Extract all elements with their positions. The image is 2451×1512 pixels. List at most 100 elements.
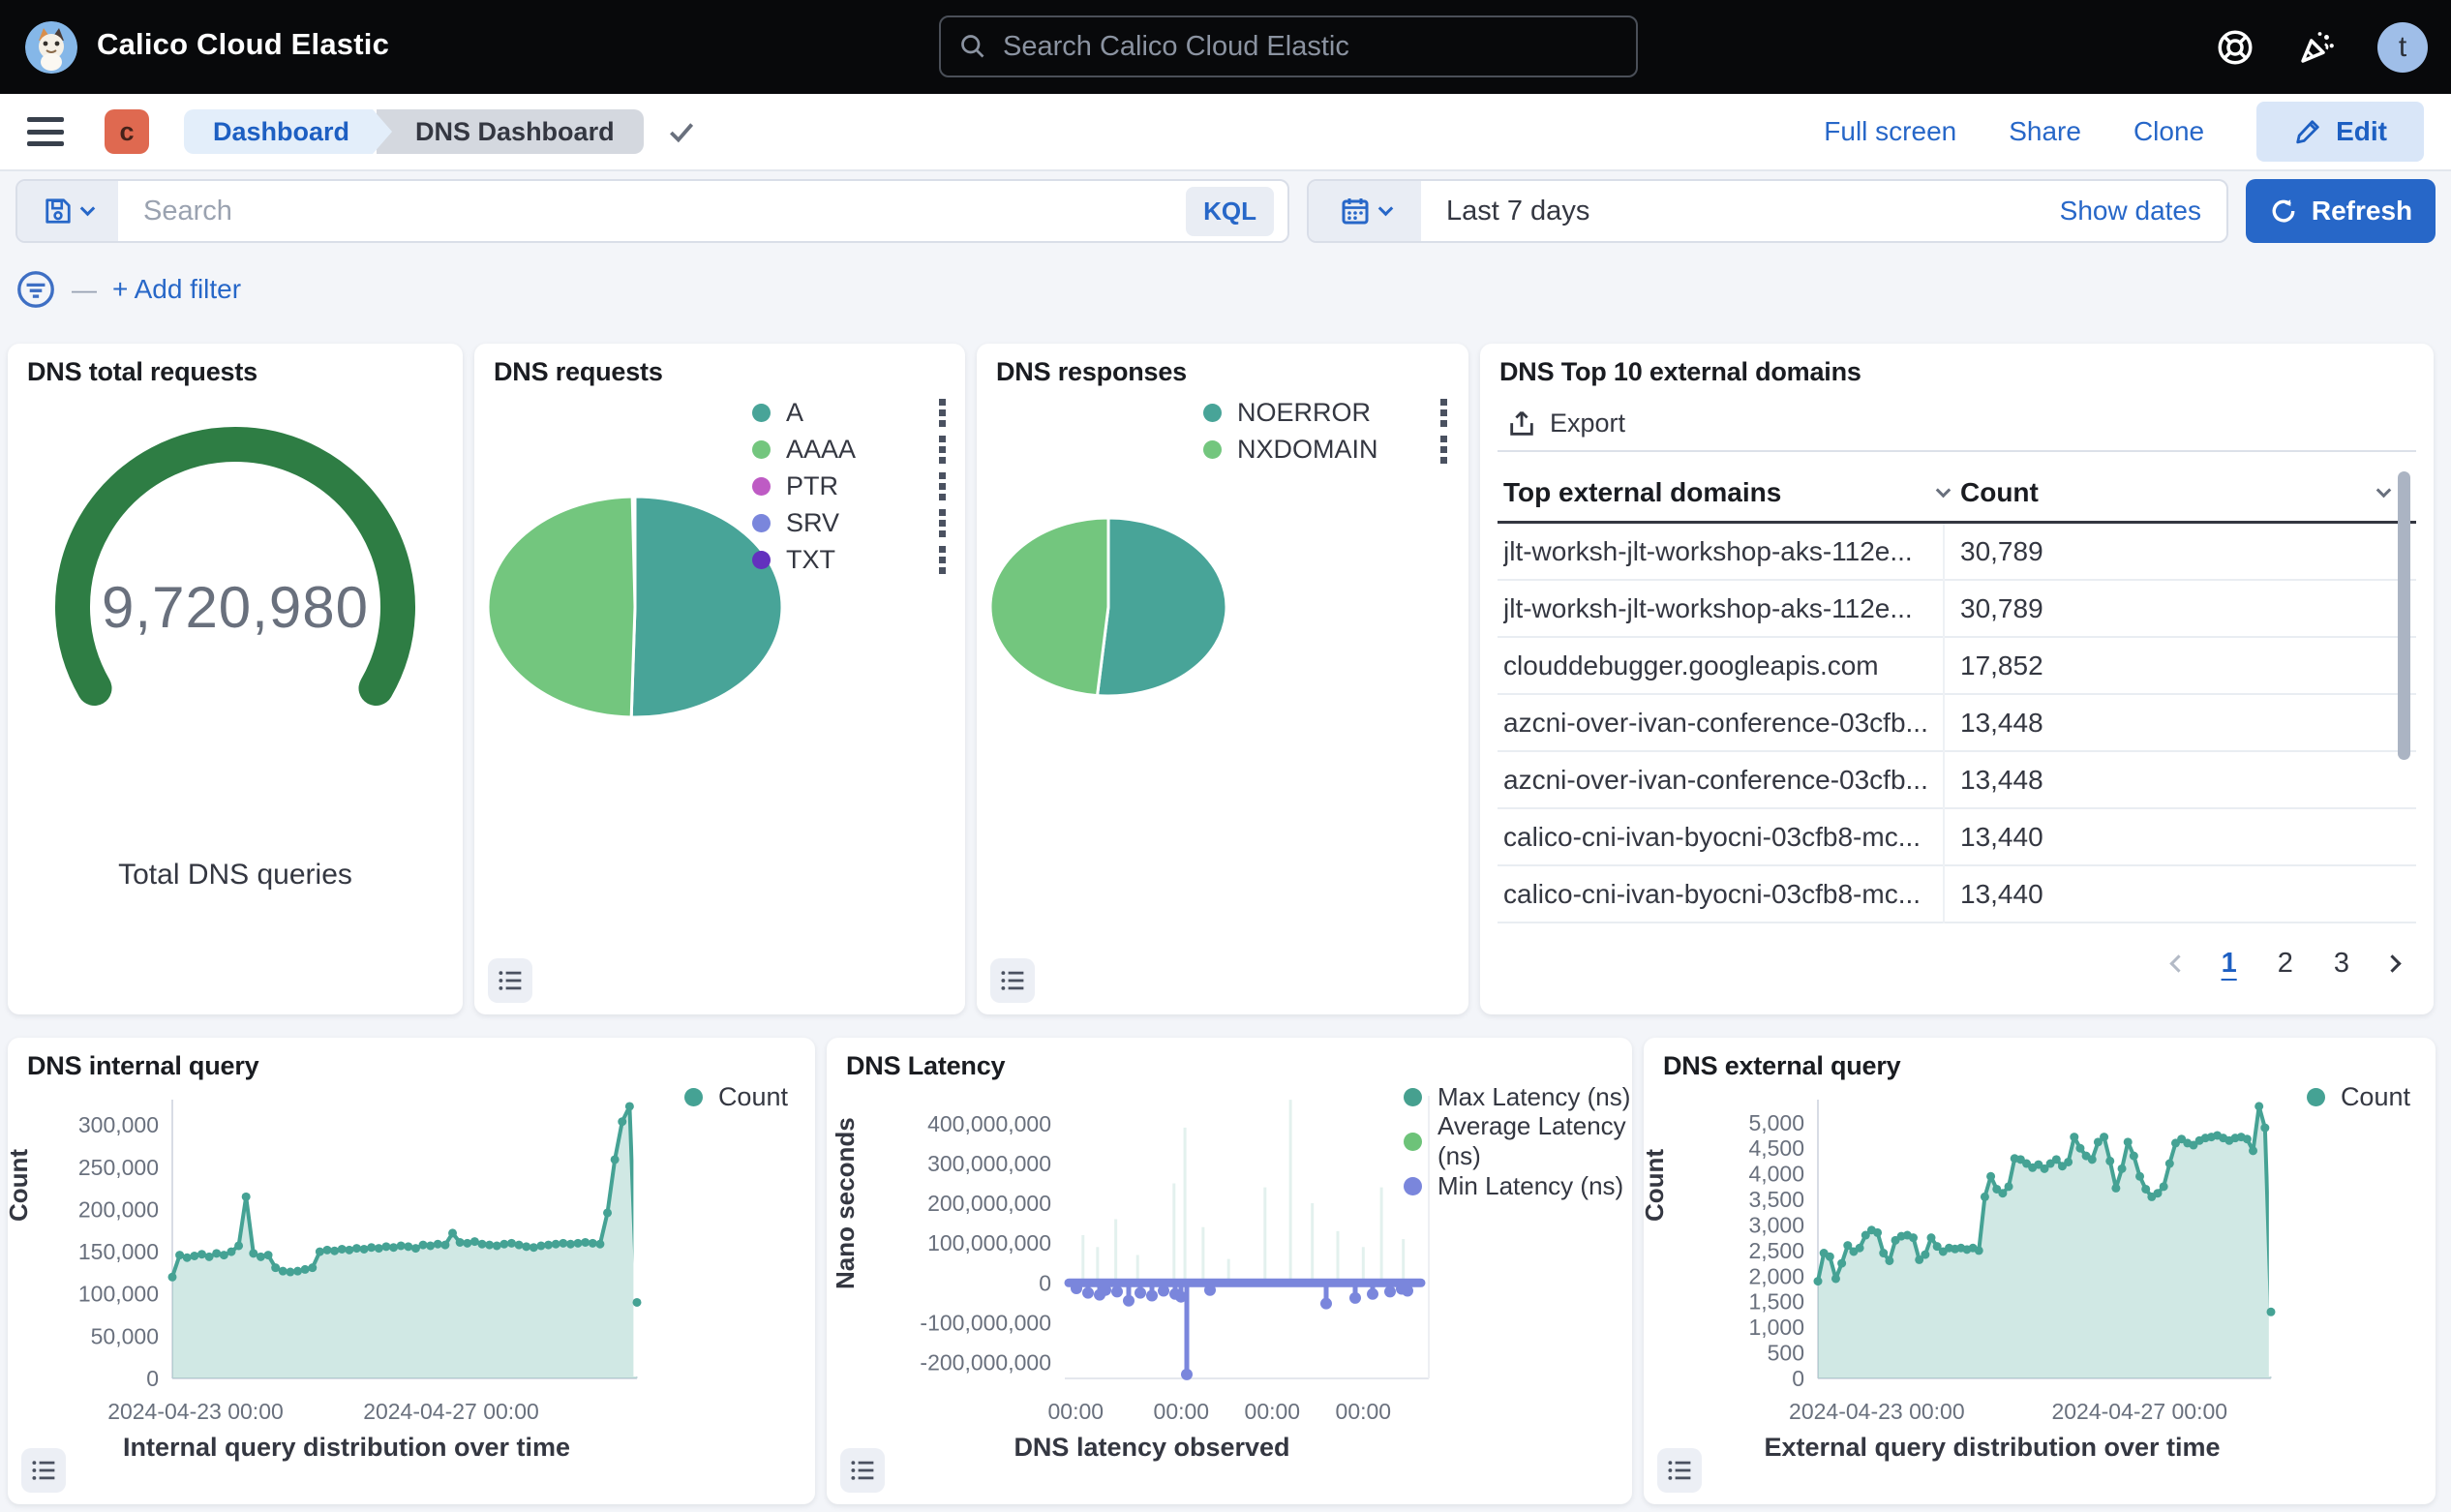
svg-text:300,000: 300,000 <box>78 1112 159 1137</box>
edit-button[interactable]: Edit <box>2256 102 2424 162</box>
svg-text:2,500: 2,500 <box>1748 1238 1804 1263</box>
svg-text:500: 500 <box>1768 1341 1804 1366</box>
next-page-icon[interactable] <box>2383 954 2402 973</box>
legend-label[interactable]: TXT <box>786 544 835 574</box>
svg-text:3,500: 3,500 <box>1748 1187 1804 1212</box>
svg-text:100,000: 100,000 <box>78 1282 159 1307</box>
breadcrumb-dashboard[interactable]: Dashboard <box>184 109 392 154</box>
legend-label[interactable]: Average Latency (ns) <box>1437 1111 1626 1170</box>
page-button-3[interactable]: 3 <box>2330 946 2353 982</box>
page-button-1[interactable]: 1 <box>2218 946 2241 982</box>
svg-text:2024-04-27 00:00: 2024-04-27 00:00 <box>2051 1399 2227 1424</box>
space-avatar[interactable]: c <box>105 109 149 154</box>
table-row[interactable]: azcni-over-ivan-conference-03cfb... 13,44… <box>1498 695 2416 752</box>
dns-responses-pie[interactable] <box>977 344 1468 1014</box>
legend-toggle-button[interactable] <box>488 958 532 1003</box>
count-cell: 13,448 <box>1960 708 2043 738</box>
saved-query-menu-button[interactable] <box>17 181 118 241</box>
page-button-2[interactable]: 2 <box>2274 946 2297 982</box>
legend-label[interactable]: Max Latency (ns) <box>1437 1081 1631 1111</box>
previous-page-icon[interactable] <box>2168 954 2188 973</box>
date-picker-group: Last 7 days Show dates <box>1307 179 2228 243</box>
count-cell: 17,852 <box>1960 650 2043 680</box>
table-row[interactable]: calico-cni-ivan-byocni-03cfb8-mc... 13,44… <box>1498 866 2416 923</box>
kql-language-button[interactable]: KQL <box>1186 186 1274 236</box>
svg-text:100,000,000: 100,000,000 <box>927 1230 1051 1255</box>
table-row[interactable]: azcni-over-ivan-conference-03cfb... 13,44… <box>1498 752 2416 809</box>
user-avatar[interactable]: t <box>2377 21 2428 73</box>
svg-text:2024-04-23 00:00: 2024-04-23 00:00 <box>1789 1399 1965 1424</box>
search-icon <box>961 35 984 58</box>
dns-requests-pie[interactable] <box>474 344 965 1014</box>
table-row[interactable]: jlt-worksh-jlt-workshop-aks-112e... 30,78… <box>1498 524 2416 581</box>
internal-query-legend: Count <box>683 1078 788 1115</box>
legend-label[interactable]: Min Latency (ns) <box>1437 1170 1624 1200</box>
legend-label[interactable]: SRV <box>786 507 840 537</box>
legend-dot-icon <box>752 439 771 459</box>
breadcrumb-dns-dashboard[interactable]: DNS Dashboard <box>377 109 644 154</box>
legend-actions-icon[interactable] <box>939 435 946 464</box>
legend-label[interactable]: AAAA <box>786 434 857 464</box>
legend-toggle-button[interactable] <box>990 958 1035 1003</box>
export-button[interactable]: Export <box>1501 408 1631 439</box>
legend-label[interactable]: Count <box>717 1081 788 1111</box>
dns-requests-legend: A AAAA PTR SRV TXT <box>752 394 946 578</box>
date-quick-select-button[interactable] <box>1309 181 1421 241</box>
full-screen-button[interactable]: Full screen <box>1824 116 1957 146</box>
legend-label[interactable]: A <box>786 397 804 427</box>
help-icon[interactable] <box>2215 27 2255 68</box>
refresh-button[interactable]: Refresh <box>2246 179 2436 243</box>
column-header-count[interactable]: Count <box>1960 477 2392 508</box>
legend-item: SRV <box>752 504 946 541</box>
table-row[interactable]: clouddebugger.googleapis.com 17,852 <box>1498 638 2416 695</box>
legend-actions-icon[interactable] <box>939 545 946 574</box>
clone-button[interactable]: Clone <box>2133 116 2205 146</box>
sort-chevron-icon <box>1935 482 1952 498</box>
table-body: jlt-worksh-jlt-workshop-aks-112e... 30,78… <box>1480 524 2434 923</box>
legend-label[interactable]: Count <box>2340 1081 2410 1111</box>
add-filter-button[interactable]: + Add filter <box>112 274 242 304</box>
share-button[interactable]: Share <box>2009 116 2081 146</box>
legend-label[interactable]: NXDOMAIN <box>1237 434 1378 464</box>
dns-total-gauge[interactable] <box>8 402 463 818</box>
show-dates-button[interactable]: Show dates <box>2059 196 2201 226</box>
global-search[interactable] <box>939 15 1638 77</box>
app-header: Calico Cloud Elastic t <box>0 0 2451 94</box>
svg-text:150,000: 150,000 <box>78 1239 159 1264</box>
calendar-icon <box>1342 198 1368 225</box>
internal-query-chart[interactable]: 0 50,000 100,000 150,000 200,000 250,000 300,0… <box>46 1086 647 1425</box>
legend-actions-icon[interactable] <box>939 508 946 537</box>
svg-text:2,000: 2,000 <box>1748 1263 1804 1288</box>
list-icon <box>1668 1461 1691 1480</box>
legend-actions-icon[interactable] <box>1440 398 1447 427</box>
kql-search-input[interactable] <box>118 181 1187 241</box>
legend-item: Max Latency (ns) <box>1404 1074 1632 1119</box>
external-query-chart[interactable]: 0 500 1,000 1,500 2,000 2,500 3,000 3,500 4,000 4… <box>1702 1086 2283 1425</box>
legend-label[interactable]: NOERROR <box>1237 397 1372 427</box>
table-scrollbar[interactable] <box>2398 471 2410 760</box>
menu-icon[interactable] <box>27 117 64 146</box>
latency-chart[interactable]: 400,000,000 300,000,000 200,000,000 100,000… <box>862 1086 1442 1425</box>
domain-cell: azcni-over-ivan-conference-03cfb... <box>1503 708 1928 738</box>
legend-toggle-button[interactable] <box>1657 1448 1702 1493</box>
table-row[interactable]: calico-cni-ivan-byocni-03cfb8-mc... 13,44… <box>1498 809 2416 866</box>
svg-text:-200,000,000: -200,000,000 <box>920 1350 1051 1376</box>
whats-new-icon[interactable] <box>2296 27 2337 68</box>
svg-text:400,000,000: 400,000,000 <box>927 1111 1051 1136</box>
legend-toggle-button[interactable] <box>840 1448 885 1493</box>
table-row[interactable]: jlt-worksh-jlt-workshop-aks-112e... 30,78… <box>1498 581 2416 638</box>
legend-toggle-button[interactable] <box>21 1448 66 1493</box>
legend-label[interactable]: PTR <box>786 470 838 500</box>
filter-icon[interactable] <box>15 269 56 310</box>
svg-text:0: 0 <box>146 1366 159 1391</box>
legend-actions-icon[interactable] <box>939 398 946 427</box>
time-range-value[interactable]: Last 7 days <box>1446 195 1590 227</box>
legend-dot-icon <box>683 1087 703 1106</box>
column-header-domains[interactable]: Top external domains <box>1503 477 1952 508</box>
legend-item: A <box>752 394 946 431</box>
global-search-input[interactable] <box>1001 29 1619 64</box>
legend-item: Min Latency (ns) <box>1404 1164 1632 1208</box>
legend-actions-icon[interactable] <box>1440 435 1447 464</box>
domain-cell: calico-cni-ivan-byocni-03cfb8-mc... <box>1503 879 1921 909</box>
legend-actions-icon[interactable] <box>939 471 946 500</box>
